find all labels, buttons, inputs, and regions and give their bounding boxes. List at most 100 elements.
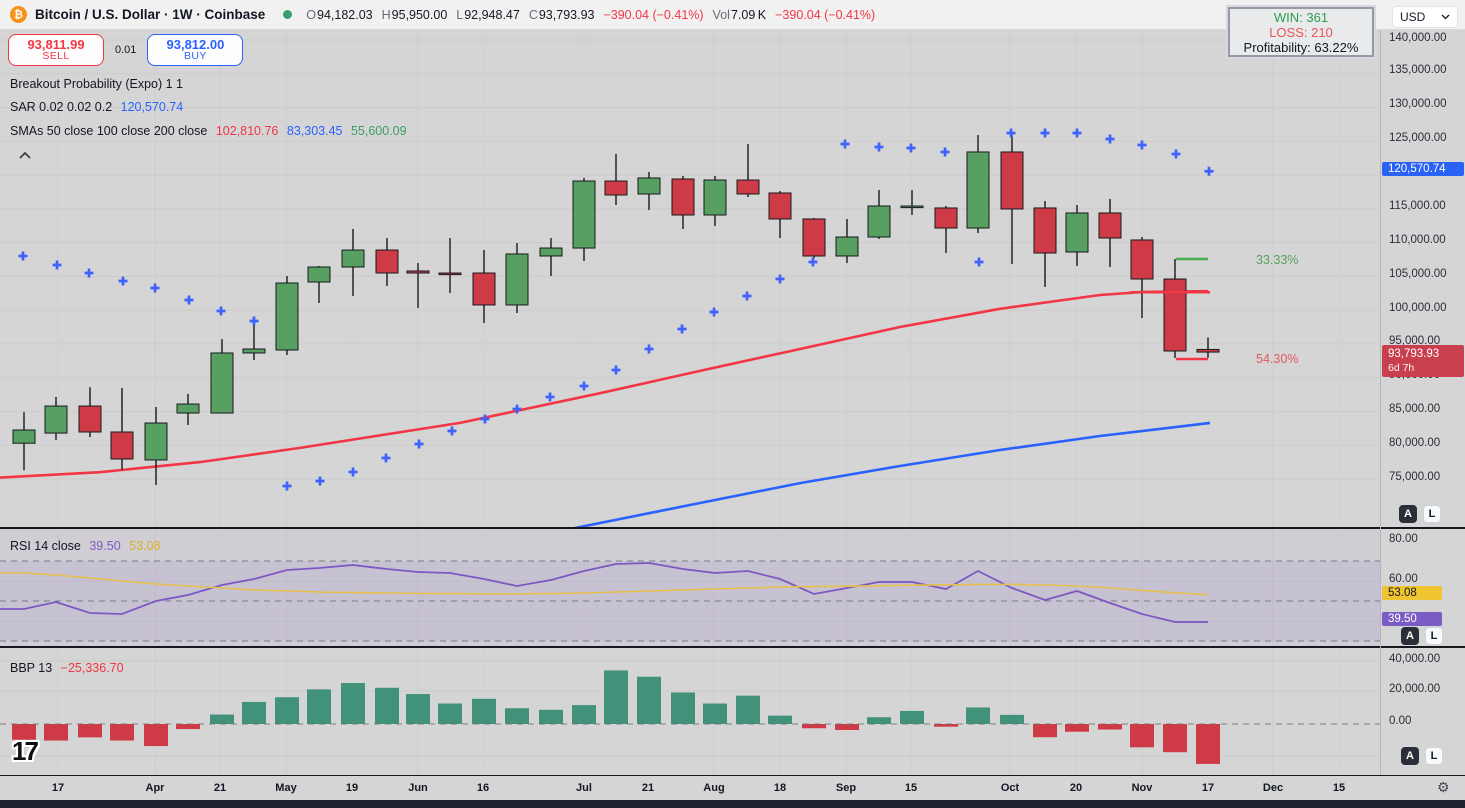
sar-dot	[611, 365, 621, 375]
candle[interactable]	[375, 238, 399, 286]
candle[interactable]	[572, 177, 596, 261]
candle[interactable]	[1065, 204, 1089, 266]
price-axis-label: 140,000.00	[1389, 32, 1447, 44]
time-axis-label[interactable]: Jul	[576, 782, 592, 794]
time-axis-separator	[0, 775, 1465, 776]
time-axis-label[interactable]: 19	[345, 782, 359, 794]
candle[interactable]	[242, 322, 266, 360]
indicator-rsi[interactable]: RSI 14 close 39.50 53.08	[10, 539, 165, 553]
candle[interactable]	[637, 171, 661, 210]
time-axis-settings-gear-icon[interactable]: ⚙	[1437, 779, 1450, 795]
candle[interactable]	[406, 263, 430, 308]
candle[interactable]	[539, 238, 563, 276]
candle[interactable]	[736, 144, 760, 198]
candle[interactable]	[768, 191, 792, 239]
candle[interactable]	[604, 154, 628, 205]
price-axis-label: 75,000.00	[1389, 471, 1441, 483]
indicator-smas[interactable]: SMAs 50 close 100 close 200 close 102,81…	[10, 124, 412, 138]
time-axis-label[interactable]: Oct	[1000, 782, 1020, 794]
bbp-bar	[1098, 724, 1122, 730]
time-axis-label[interactable]: 20	[1069, 782, 1083, 794]
sar-dot	[775, 274, 785, 284]
candle[interactable]	[144, 407, 168, 486]
symbol-title[interactable]: Bitcoin / U.S. Dollar · 1W · Coinbase	[35, 7, 266, 22]
time-axis-label[interactable]: 18	[773, 782, 787, 794]
candle[interactable]	[934, 206, 958, 254]
sar-dots-layer	[18, 128, 1214, 491]
bbp-bar	[210, 714, 234, 724]
collapse-legend-chevron-icon[interactable]	[18, 147, 32, 165]
indicator-bbp[interactable]: BBP 13 −25,336.70	[10, 661, 129, 675]
bbp-bar	[802, 724, 826, 729]
sma50-line	[0, 289, 1209, 479]
time-axis-label[interactable]: 21	[213, 782, 227, 794]
candle[interactable]	[900, 190, 924, 215]
candle[interactable]	[44, 396, 68, 440]
candle[interactable]	[1033, 201, 1057, 287]
bbp-bar	[44, 724, 68, 741]
candle[interactable]	[1130, 237, 1154, 318]
time-axis-label[interactable]: 17	[1201, 782, 1215, 794]
time-axis-label[interactable]: Sep	[835, 782, 857, 794]
sell-button[interactable]: 93,811.99 SELL	[8, 34, 104, 66]
sar-dot	[84, 268, 94, 278]
price-axis-label: 130,000.00	[1389, 98, 1447, 110]
time-axis-label[interactable]: Nov	[1131, 782, 1153, 794]
candle[interactable]	[341, 228, 365, 296]
pane-separator[interactable]	[0, 646, 1465, 648]
candle[interactable]	[110, 387, 134, 471]
candle[interactable]	[1000, 133, 1024, 265]
breakout-label: Breakout Probability (Expo) 1 1	[10, 77, 184, 91]
tradingview-logo[interactable]: 17	[12, 736, 39, 766]
indicator-breakout-probability[interactable]: Breakout Probability (Expo) 1 1	[10, 77, 188, 91]
breakout-up-probability: 33.33%	[1256, 253, 1299, 267]
time-axis-label[interactable]: Dec	[1262, 782, 1284, 794]
bbp-axis-label: 40,000.00	[1389, 653, 1441, 665]
time-axis-label[interactable]: Aug	[703, 782, 725, 794]
candle[interactable]	[802, 217, 826, 259]
candle[interactable]	[307, 265, 331, 303]
log-scale-button[interactable]: L	[1425, 627, 1443, 645]
auto-scale-button[interactable]: A	[1401, 627, 1419, 645]
time-axis-label[interactable]: 15	[904, 782, 918, 794]
time-axis-label[interactable]: 21	[641, 782, 655, 794]
candle[interactable]	[1163, 258, 1187, 358]
candle[interactable]	[671, 176, 695, 229]
candle[interactable]	[867, 190, 891, 239]
auto-scale-button[interactable]: A	[1399, 505, 1417, 523]
bbp-label: BBP 13	[10, 661, 53, 675]
candle[interactable]	[12, 412, 36, 471]
time-axis-label[interactable]: Jun	[408, 782, 428, 794]
sma50-value: 102,810.76	[215, 124, 279, 138]
sar-dot	[480, 414, 490, 424]
buy-label: BUY	[184, 50, 207, 63]
time-axis-label[interactable]: 17	[51, 782, 65, 794]
candle[interactable]	[472, 250, 496, 323]
time-axis-label[interactable]: Apr	[145, 782, 165, 794]
candle[interactable]	[275, 275, 299, 355]
spread-value: 0.01	[115, 44, 137, 56]
bbp-bar	[78, 724, 102, 738]
candle[interactable]	[78, 387, 102, 438]
candle[interactable]	[505, 243, 529, 313]
candle[interactable]	[703, 176, 727, 227]
log-scale-button[interactable]: L	[1423, 505, 1441, 523]
auto-scale-button[interactable]: A	[1401, 747, 1419, 765]
candle[interactable]	[835, 218, 859, 264]
candle[interactable]	[176, 393, 200, 425]
time-axis-label[interactable]: 16	[476, 782, 490, 794]
candle[interactable]	[1098, 198, 1122, 267]
buy-button[interactable]: 93,812.00 BUY	[147, 34, 244, 66]
currency-selector[interactable]: USD	[1392, 6, 1458, 28]
bbp-bar	[438, 703, 462, 724]
candle[interactable]	[1196, 337, 1220, 358]
candle[interactable]	[966, 135, 990, 234]
log-scale-button[interactable]: L	[1425, 747, 1443, 765]
time-axis-label[interactable]: 15	[1332, 782, 1346, 794]
indicator-sar[interactable]: SAR 0.02 0.02 0.2 120,570.74	[10, 100, 188, 114]
price-axis-separator	[1380, 30, 1381, 775]
pane-separator[interactable]	[0, 527, 1465, 529]
candle[interactable]	[210, 338, 234, 414]
time-axis-label[interactable]: May	[275, 782, 297, 794]
candle[interactable]	[438, 238, 462, 293]
